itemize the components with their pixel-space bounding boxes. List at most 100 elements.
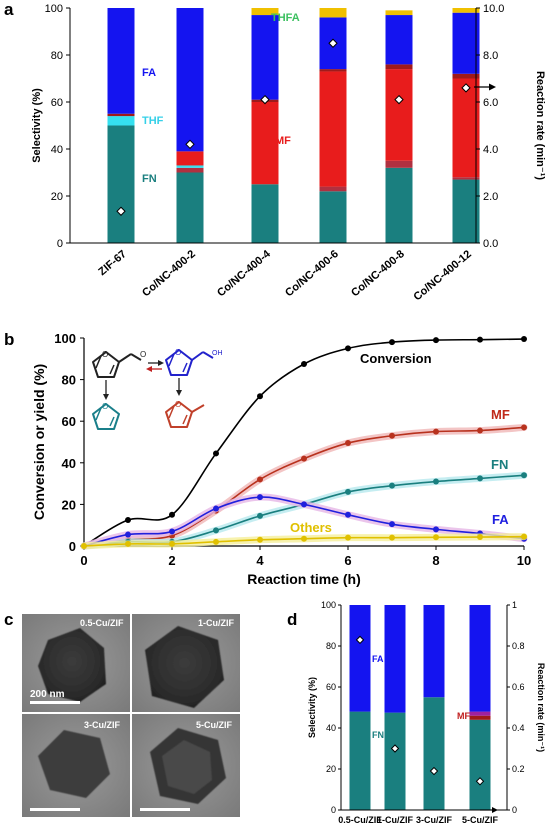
svg-text:O: O	[175, 348, 181, 357]
svg-text:O: O	[102, 402, 108, 411]
panel-a-bar-segment	[319, 71, 347, 187]
tem-scale-label: 200 nm	[30, 689, 65, 700]
panel-a-y2-tick-label: 6.0	[483, 97, 498, 109]
panel-a-bar-segment	[385, 167, 413, 243]
panel-b-data-point	[257, 494, 263, 501]
panel-b-data-point	[477, 534, 483, 541]
tem-label-1: 0.5-Cu/ZIF	[80, 618, 124, 628]
panel-b-data-point	[521, 472, 527, 479]
panel-b-y-tick-label: 20	[62, 497, 76, 512]
svg-text:OH: OH	[212, 350, 223, 357]
panel-d-bar-segment	[469, 605, 491, 712]
panel-d-bar-segment	[384, 605, 406, 713]
panel-d-y-tick-label: 0	[331, 805, 336, 815]
panel-b-data-point	[213, 527, 219, 534]
panel-a-label-thf: THF	[142, 115, 164, 127]
tem-scale-bar-3	[30, 808, 80, 811]
tem-image-3: 3-Cu/ZIF	[22, 714, 130, 817]
panel-d-y2-tick-label: 0.6	[512, 682, 525, 692]
methylfuran-structure	[165, 401, 205, 428]
panel-a-bar-segment	[452, 179, 480, 243]
panel-d-bars	[349, 605, 491, 810]
tem-image-4: 5-Cu/ZIF	[132, 714, 240, 817]
panel-a-bar-segment	[176, 8, 204, 152]
panel-a-bar-segment	[251, 15, 279, 100]
panel-a-bar-segment	[107, 113, 135, 117]
panel-b-data-point	[301, 501, 307, 508]
panel-a-bar-segment	[385, 64, 413, 70]
panel-d-label-fa: FA	[372, 654, 384, 664]
panel-a-bar-segment	[176, 172, 204, 243]
panel-b-lines	[80, 336, 528, 550]
panel-b-label-fn: FN	[491, 457, 508, 472]
panel-d-category-label: 1-Cu/ZIF	[377, 815, 413, 825]
panel-b-data-point	[521, 533, 527, 540]
panel-d-y2-tick-label: 1	[512, 600, 517, 610]
panel-a-y-tick-label: 40	[51, 144, 63, 156]
panel-a-label-thfa: THFA	[271, 12, 300, 24]
panel-b-chart: 0 20 40 60 80 100 0 2 4 6 8 10 Reaction time (h) Conv…	[31, 331, 531, 587]
panel-d-bar-segment	[469, 711, 491, 716]
tem-image-1: 0.5-Cu/ZIF 200 nm	[22, 614, 130, 712]
panel-a-bar-segment	[107, 8, 135, 114]
tem-label-2: 1-Cu/ZIF	[198, 618, 234, 628]
panel-a-y2-axis-title: Reaction rate (min⁻¹)	[534, 71, 546, 180]
panel-b-y-axis-title: Conversion or yield (%)	[31, 364, 47, 520]
furfural-structure	[92, 351, 142, 378]
panel-b-data-point	[169, 528, 175, 535]
panel-b-y-tick-label: 100	[54, 331, 76, 346]
panel-b-data-point	[345, 345, 351, 352]
panel-b-data-point	[257, 476, 263, 483]
panel-a-category-label: Co/NC-400-8	[349, 248, 407, 299]
panel-d-y2-tick-label: 0.2	[512, 764, 525, 774]
panel-d-y-tick-label: 20	[326, 764, 336, 774]
panel-a-bar-segment	[251, 184, 279, 243]
panel-b-data-point	[125, 517, 131, 523]
panel-b-data-point	[389, 482, 395, 489]
panel-d-label-mf: MF	[457, 711, 470, 721]
panel-d-rate-markers	[355, 635, 485, 786]
svg-text:O: O	[102, 350, 108, 359]
panel-b-x-axis-title: Reaction time (h)	[247, 571, 361, 587]
furan-structure	[92, 403, 120, 430]
panel-a-bar-segment	[385, 160, 413, 168]
panel-d-category-label: 3-Cu/ZIF	[416, 815, 452, 825]
panel-a-chart: ZIF-67 Co/NC-400-2 Co/NC-400-4 Co/NC-400-6 C…	[31, 3, 546, 303]
panel-a-category-label: Co/NC-400-2	[140, 248, 198, 299]
panel-a-y-tick-label: 80	[51, 50, 63, 62]
panel-b-data-point	[257, 512, 263, 519]
panel-a-y-tick-label: 60	[51, 97, 63, 109]
panel-a-bar-segment	[319, 8, 347, 18]
panel-d-rate-marker	[429, 766, 439, 776]
panel-a-label-mf: MF	[275, 135, 291, 147]
panel-letter-d: d	[287, 610, 297, 629]
panel-a-rate-marker	[461, 83, 471, 93]
panel-d-bar-segment	[349, 605, 371, 712]
panel-a-bar-segment	[251, 102, 279, 185]
panel-d-category-label: 0.5-Cu/ZIF	[338, 815, 382, 825]
panel-d-bar-segment	[469, 719, 491, 810]
panel-d-bar-segment	[469, 715, 491, 720]
panel-b-data-point	[169, 540, 175, 547]
panel-b-y-tick-label: 40	[62, 456, 76, 471]
panel-b-data-point	[389, 521, 395, 528]
panel-b-y-tick-label: 60	[62, 414, 76, 429]
panel-a-bar-segment	[319, 69, 347, 72]
panel-a-rate-marker	[394, 94, 404, 105]
panel-b-x-tick-label: 4	[256, 553, 264, 568]
tem-image-2: 1-Cu/ZIF	[132, 614, 240, 712]
panel-b-data-point	[477, 336, 483, 343]
panel-b-data-point	[213, 538, 219, 545]
panel-b-label-others: Others	[290, 520, 332, 535]
panel-b-data-point	[345, 511, 351, 518]
panel-d-bar-segment	[423, 605, 445, 698]
panel-a-bar-segment	[452, 78, 480, 178]
panel-b-data-point	[301, 455, 307, 462]
panel-d-bar-segment	[423, 697, 445, 810]
panel-b-data-point	[213, 450, 219, 457]
panel-c-tem: 0.5-Cu/ZIF 200 nm 1-Cu/ZIF 3-Cu/ZIF 5-Cu…	[22, 614, 240, 817]
panel-a-bar-segment	[176, 165, 204, 168]
panel-b-data-point	[433, 478, 439, 485]
panel-a-rate-marker	[116, 206, 126, 216]
